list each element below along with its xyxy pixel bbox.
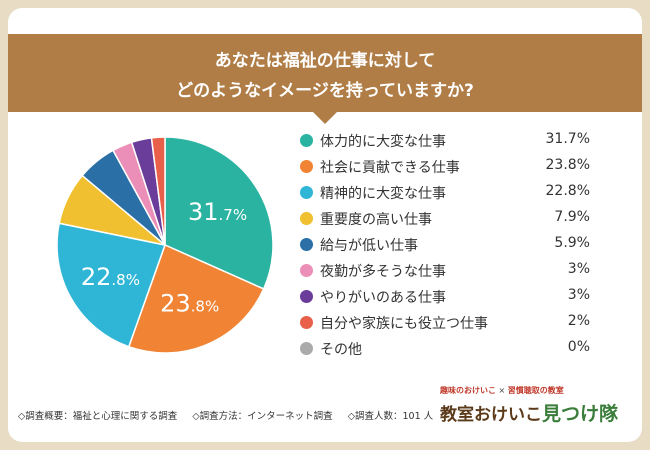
- legend-item: 体力的に大変な仕事 31.7%: [300, 128, 590, 154]
- legend-item: 給与が低い仕事 5.9%: [300, 232, 590, 258]
- pie-slice-label-3: 22.8%: [81, 263, 140, 291]
- legend-label: 給与が低い仕事: [320, 238, 418, 254]
- legend-label: その他: [320, 342, 362, 358]
- legend-swatch: [300, 238, 313, 251]
- title-line-1: あなたは福祉の仕事に対して: [214, 51, 436, 71]
- legend-value: 7.9%: [554, 209, 590, 225]
- legend-item: 自分や家族にも役立つ仕事 2%: [300, 310, 590, 336]
- brand-logo: 趣味のおけいこ × 習慣聴取の教室 教室おけいこ見つけ隊: [440, 385, 620, 431]
- legend-value: 0%: [567, 339, 590, 355]
- legend-label: 体力的に大変な仕事: [320, 134, 446, 150]
- chart-legend: 体力的に大変な仕事 31.7% 社会に貢献できる仕事 23.8% 精神的に大変な仕事 22…: [300, 128, 590, 362]
- brand-tagline-left: 趣味のおけいこ: [440, 386, 496, 395]
- pie-slice-8: [150, 136, 166, 246]
- legend-value: 5.9%: [554, 235, 590, 251]
- survey-count: ◇調査人数：101 人: [347, 411, 434, 422]
- legend-value: 23.8%: [545, 157, 590, 173]
- legend-value: 31.7%: [545, 131, 590, 147]
- legend-swatch: [300, 212, 313, 225]
- legend-value: 3%: [567, 261, 590, 277]
- legend-label: 自分や家族にも役立つ仕事: [320, 316, 488, 332]
- pie-slice-3: [56, 222, 166, 348]
- brand-tagline-right: 習慣聴取の教室: [507, 386, 564, 395]
- survey-method: ◇調査方法：インターネット調査: [192, 411, 333, 422]
- title-line-2: どのようなイメージを持っていますか?: [176, 81, 474, 101]
- pie-slice-2: [127, 243, 265, 354]
- pie-slice-label-2: 23.8%: [160, 290, 219, 318]
- brand-name: 教室おけいこ見つけ隊: [440, 399, 620, 426]
- legend-swatch: [300, 264, 313, 277]
- legend-item: 社会に貢献できる仕事 23.8%: [300, 154, 590, 180]
- legend-swatch: [300, 160, 313, 173]
- legend-item: 夜勤が多そうな仕事 3%: [300, 258, 590, 284]
- legend-label: 社会に貢献できる仕事: [320, 160, 460, 176]
- legend-item: 重要度の高い仕事 7.9%: [300, 206, 590, 232]
- brand-tagline-cross: ×: [498, 386, 506, 395]
- legend-item: その他 0%: [300, 336, 590, 362]
- legend-swatch: [300, 186, 313, 199]
- legend-item: 精神的に大変な仕事 22.8%: [300, 180, 590, 206]
- banner-notch: [313, 112, 337, 124]
- survey-footer: ◇調査概要：福祉と心理に関する調査 ◇調査方法：インターネット調査 ◇調査人数：…: [18, 408, 445, 422]
- legend-value: 22.8%: [545, 183, 590, 199]
- brand-tagline: 趣味のおけいこ × 習慣聴取の教室: [440, 385, 620, 396]
- legend-swatch: [300, 134, 313, 147]
- legend-label: 精神的に大変な仕事: [320, 186, 446, 202]
- legend-swatch: [300, 290, 313, 303]
- legend-label: やりがいのある仕事: [320, 290, 446, 306]
- pie-slice-1: [164, 136, 274, 290]
- legend-item: やりがいのある仕事 3%: [300, 284, 590, 310]
- legend-value: 3%: [567, 287, 590, 303]
- legend-swatch: [300, 342, 313, 355]
- pie-chart: 31.7% 23.8% 22.8%: [56, 136, 274, 354]
- title-banner: あなたは福祉の仕事に対して どのようなイメージを持っていますか?: [8, 34, 642, 124]
- pie-slice-label-1: 31.7%: [188, 198, 247, 226]
- legend-label: 重要度の高い仕事: [320, 212, 432, 228]
- legend-value: 2%: [567, 313, 590, 329]
- legend-label: 夜勤が多そうな仕事: [320, 264, 446, 280]
- survey-overview: ◇調査概要：福祉と心理に関する調査: [18, 411, 178, 422]
- legend-swatch: [300, 316, 313, 329]
- brand-name-accent: 見つけ隊: [542, 403, 619, 425]
- brand-name-main: 教室おけいこ: [440, 405, 542, 425]
